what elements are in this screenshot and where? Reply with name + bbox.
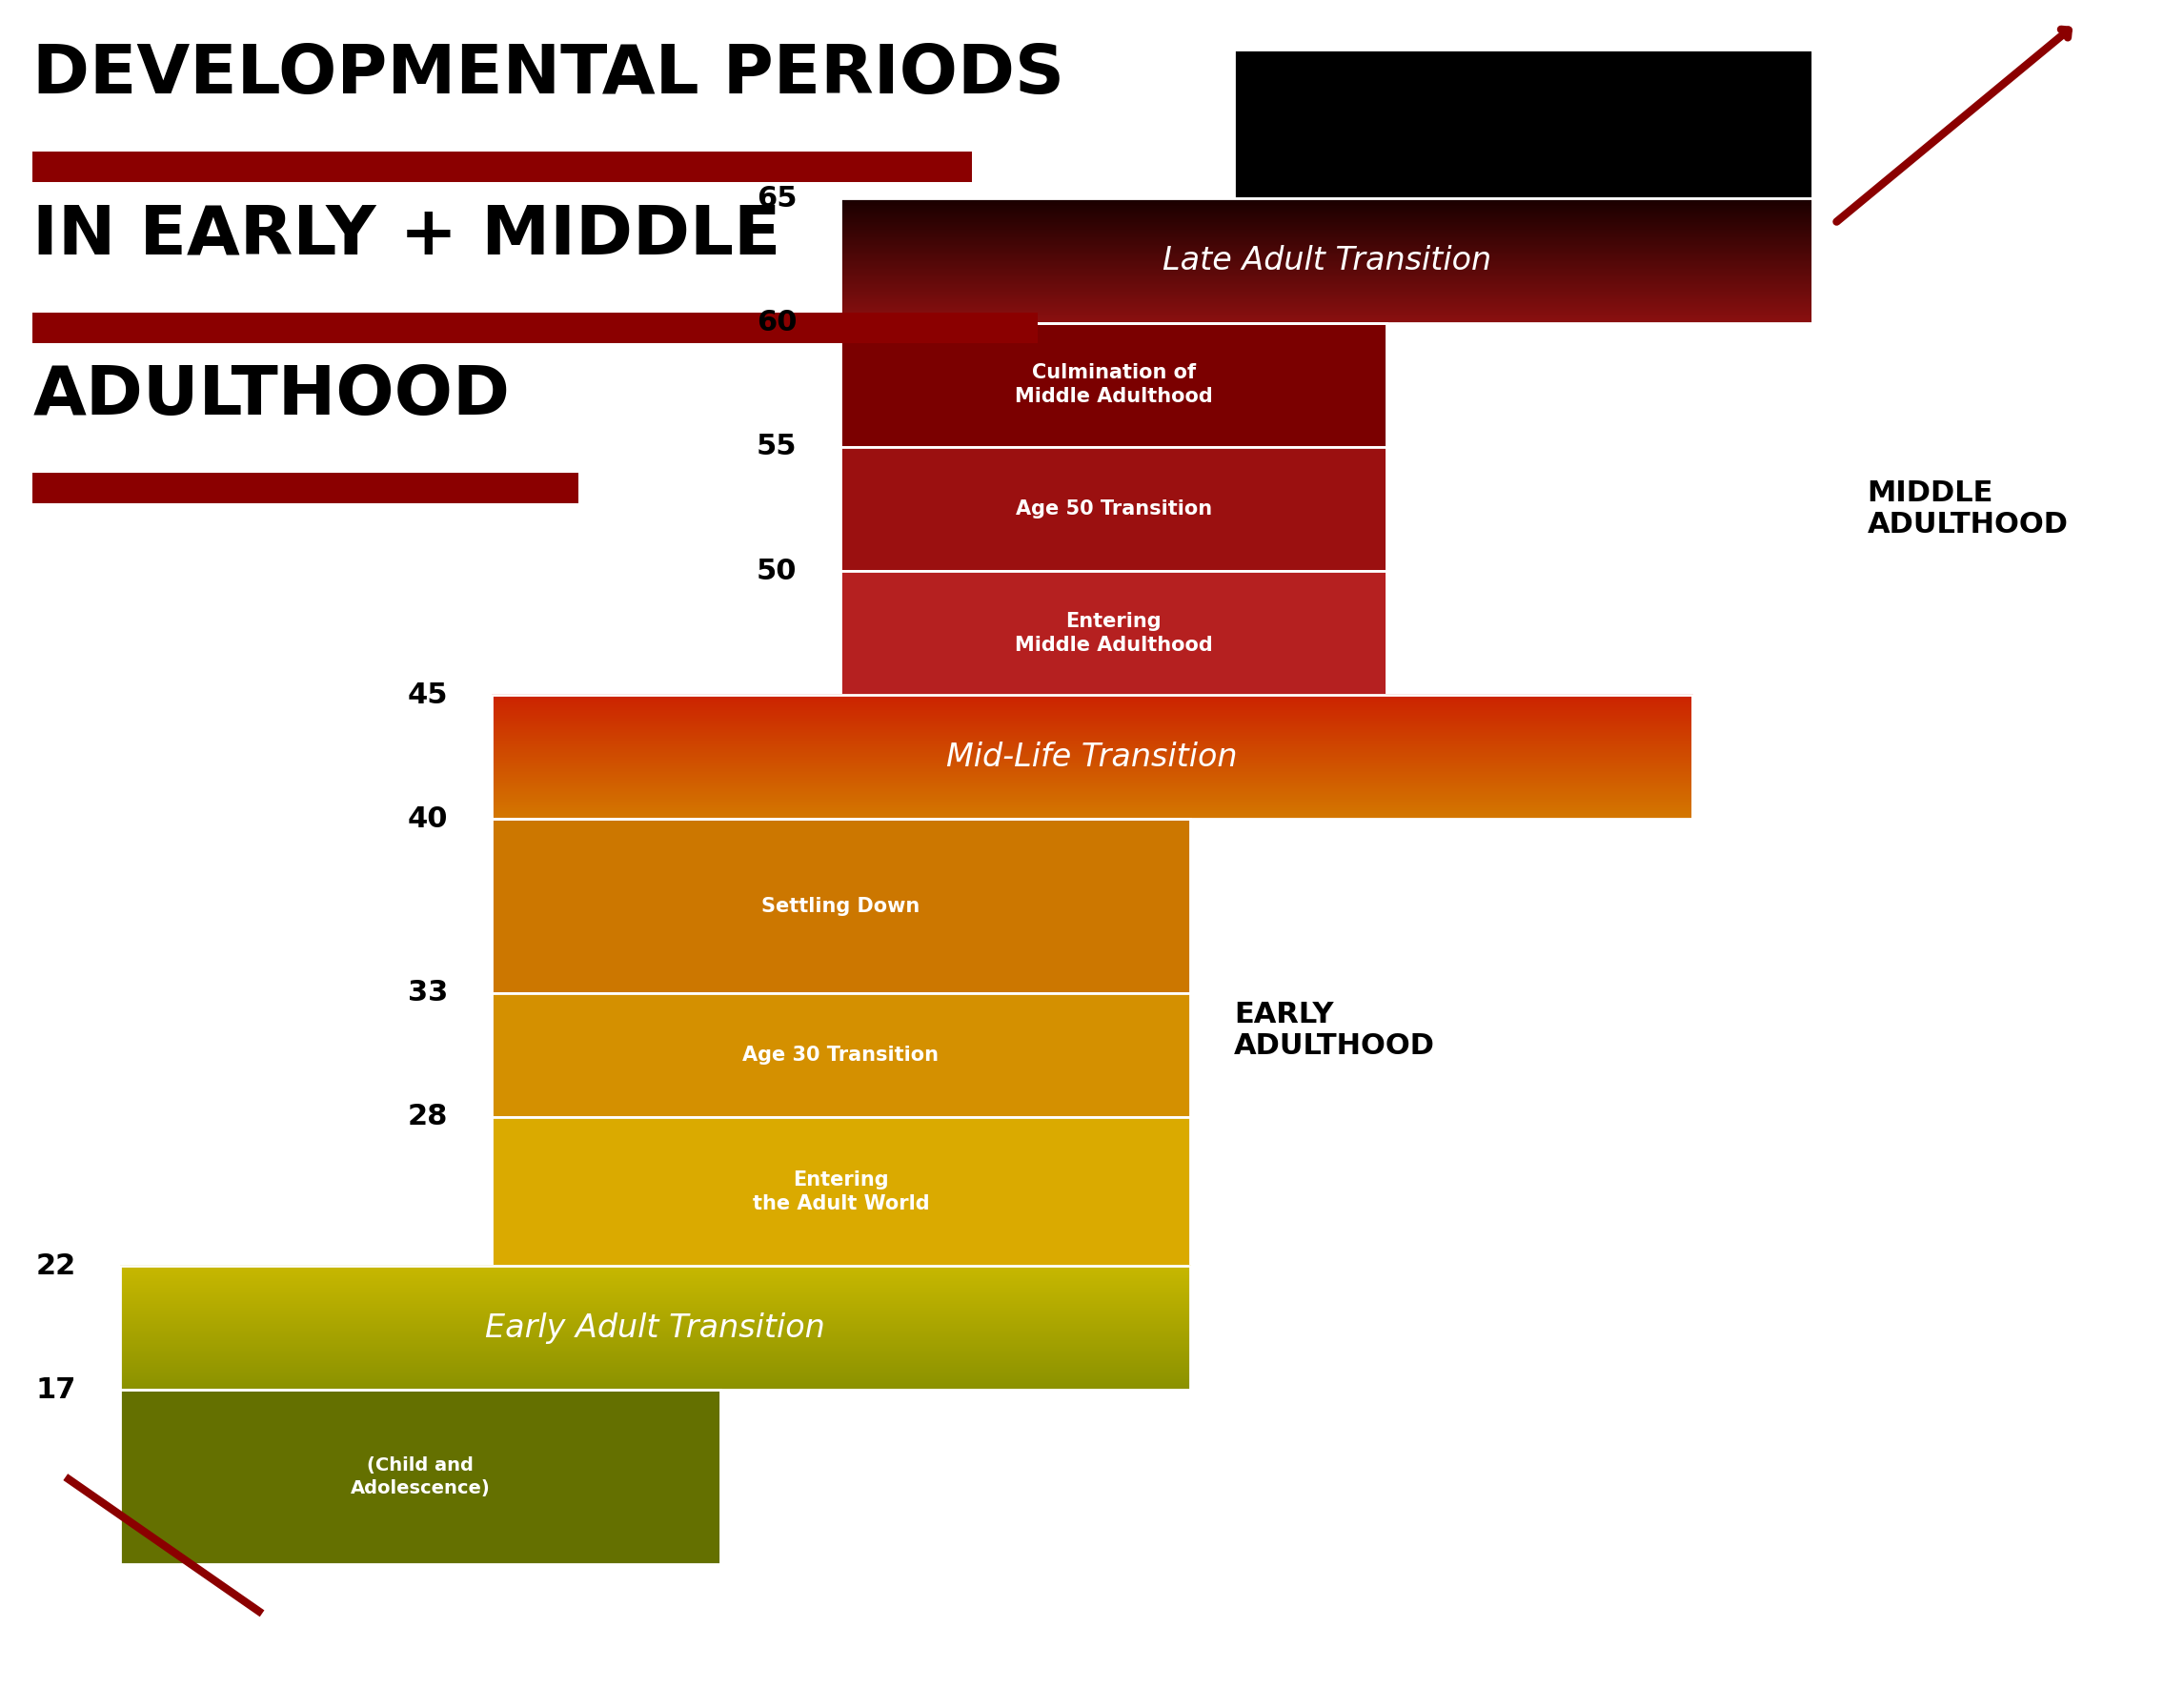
Text: Mid-Life Transition: Mid-Life Transition xyxy=(946,741,1238,773)
Bar xyxy=(841,199,1813,322)
Text: 50: 50 xyxy=(756,557,797,584)
Bar xyxy=(33,152,972,182)
Text: (Child and
Adolescence): (Child and Adolescence) xyxy=(349,1457,491,1497)
Text: 33: 33 xyxy=(408,979,448,1006)
Text: 40: 40 xyxy=(406,805,448,832)
Bar xyxy=(33,312,1037,343)
Bar xyxy=(1234,49,1813,199)
Text: EARLY
ADULTHOOD: EARLY ADULTHOOD xyxy=(1234,1001,1435,1060)
Bar xyxy=(33,473,579,503)
Text: Late Adult Transition: Late Adult Transition xyxy=(1162,245,1492,277)
Text: 28: 28 xyxy=(408,1104,448,1131)
Bar xyxy=(491,819,1190,993)
Text: 65: 65 xyxy=(756,184,797,213)
Text: 45: 45 xyxy=(406,682,448,709)
Bar xyxy=(491,993,1190,1117)
Text: Settling Down: Settling Down xyxy=(762,896,919,915)
Text: Entering
Middle Adulthood: Entering Middle Adulthood xyxy=(1016,611,1212,655)
Bar xyxy=(120,1266,1190,1391)
Text: Early Adult Transition: Early Adult Transition xyxy=(485,1312,826,1344)
Bar xyxy=(491,695,1693,819)
Bar xyxy=(841,322,1387,447)
Text: MIDDLE
ADULTHOOD: MIDDLE ADULTHOOD xyxy=(1867,479,2068,538)
Bar xyxy=(120,1391,721,1563)
Bar xyxy=(491,1117,1190,1266)
Bar xyxy=(841,571,1387,695)
Text: 22: 22 xyxy=(37,1252,76,1280)
Text: Culmination of
Middle Adulthood: Culmination of Middle Adulthood xyxy=(1016,363,1212,407)
Text: Age 30 Transition: Age 30 Transition xyxy=(743,1045,939,1065)
Text: DEVELOPMENTAL PERIODS: DEVELOPMENTAL PERIODS xyxy=(33,42,1066,108)
Bar xyxy=(841,447,1387,571)
Text: Age 50 Transition: Age 50 Transition xyxy=(1016,500,1212,518)
Text: IN EARLY + MIDDLE: IN EARLY + MIDDLE xyxy=(33,203,782,268)
Text: 55: 55 xyxy=(756,434,797,461)
Text: Entering
the Adult World: Entering the Adult World xyxy=(753,1170,928,1214)
Text: ADULTHOOD: ADULTHOOD xyxy=(33,363,511,429)
Text: 17: 17 xyxy=(37,1376,76,1404)
Text: 60: 60 xyxy=(756,309,797,336)
